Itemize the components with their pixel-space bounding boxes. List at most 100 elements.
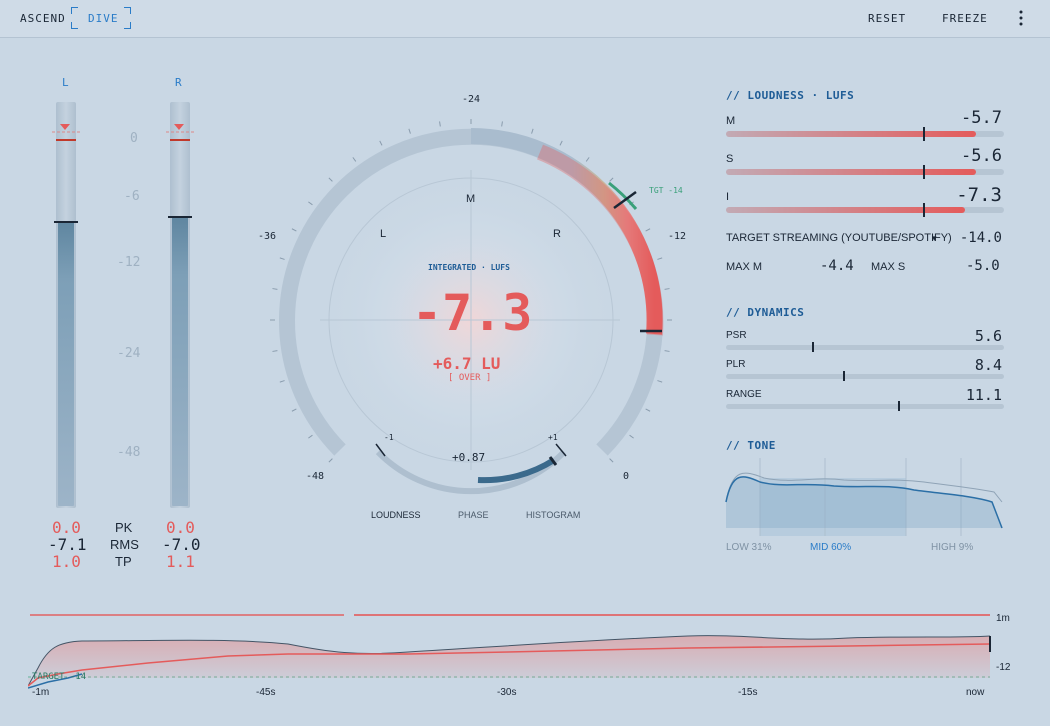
dynamics-row-value: 11.1 (965, 386, 1002, 404)
tone-section-title: // TONE (726, 439, 776, 452)
meter-scale-6: -6 (124, 189, 140, 204)
over-status: [ OVER ] (448, 373, 492, 383)
dive-button[interactable]: DIVE (88, 12, 119, 25)
dial-tick-36: -36 (258, 231, 277, 242)
right-meter-fill (172, 217, 188, 506)
dynamics-row-marker (898, 401, 900, 411)
loudness-row-marker (923, 165, 925, 179)
loudness-dial (270, 119, 672, 495)
ascend-button[interactable]: ASCEND (20, 12, 66, 25)
dial-m-label: M (466, 193, 476, 205)
loudness-row-fill (726, 131, 976, 137)
phase-value: +0.87 (452, 451, 486, 464)
dial-l-label: L (380, 228, 387, 240)
dial-tick-mark (291, 408, 297, 412)
dial-tick-mark (559, 140, 563, 146)
integrated-caption: INTEGRATED · LUFS (428, 263, 510, 272)
dial-tick-mark (657, 380, 663, 383)
meter-scale-24: -24 (117, 346, 141, 361)
dynamics-row-value: 8.4 (974, 356, 1002, 374)
rms-label: RMS (110, 537, 139, 552)
dial-tick-12: -12 (668, 231, 687, 242)
loudness-row-value: -5.7 (961, 108, 1002, 128)
more-vertical-icon[interactable] (1014, 8, 1028, 28)
dial-tick-mark (352, 157, 357, 162)
right-channel-label: R (175, 76, 182, 89)
dial-tick-mark (272, 350, 278, 352)
dial-tick-mark (501, 121, 503, 127)
dynamics-row-marker (812, 342, 814, 352)
left-pk-value: 0.0 (52, 518, 81, 537)
left-rms-value: -7.1 (48, 535, 87, 554)
dynamics-row-bar (726, 404, 1004, 409)
loudness-row-value: -5.6 (961, 146, 1002, 166)
tp-label: TP (115, 554, 132, 569)
dynamics-row-label: PSR (726, 330, 747, 341)
dial-tick-mark (664, 288, 670, 290)
target-select[interactable]: TARGET STREAMING (YOUTUBE/SPOTIFY) ▾ -14… (726, 230, 1006, 246)
history-right-top: 1m (996, 613, 1010, 624)
loudness-section-title: // LOUDNESS · LUFS (726, 89, 855, 102)
tone-high: HIGH 9% (931, 542, 974, 553)
dial-tick-mark (609, 177, 614, 182)
dial-tick-mark (585, 157, 590, 162)
dynamics-row-label: RANGE (726, 389, 762, 400)
tone-low: LOW 31% (726, 542, 772, 553)
max-s-label: MAX S (871, 261, 906, 273)
loudness-history-chart (28, 614, 991, 689)
freeze-button[interactable]: FREEZE (942, 12, 988, 25)
loudness-row-label: S (726, 153, 734, 165)
dynamics-row-value: 5.6 (974, 327, 1002, 345)
history-right-mid: -12 (996, 662, 1011, 673)
loudness-row-marker (923, 203, 925, 217)
max-m-value: -4.4 (820, 258, 854, 274)
tone-spectrum-chart (725, 458, 1003, 536)
dial-tick-mark (272, 288, 278, 290)
target-value: -14.0 (959, 230, 1002, 246)
target-select-label: TARGET STREAMING (YOUTUBE/SPOTIFY) (726, 232, 952, 244)
dial-tick-mark (328, 458, 333, 463)
dial-tick-mark (664, 350, 670, 352)
reset-button[interactable]: RESET (868, 12, 907, 25)
right-pk-value: 0.0 (166, 518, 195, 537)
chevron-down-icon: ▾ (932, 233, 937, 243)
dial-tick-mark (408, 128, 411, 134)
tab-phase[interactable]: PHASE (458, 510, 489, 520)
left-meter-fill (58, 222, 74, 506)
max-m-label: MAX M (726, 261, 763, 273)
dial-tick-0: 0 (623, 471, 630, 482)
pk-label: PK (115, 520, 133, 535)
history-x-now: now (966, 687, 985, 698)
dynamics-section-title: // DYNAMICS (726, 306, 805, 319)
meter-scale-12: -12 (117, 255, 141, 270)
loudness-row-fill (726, 169, 976, 175)
loudness-row-marker (923, 127, 925, 141)
dial-tick-mark (379, 140, 383, 146)
tab-loudness[interactable]: LOUDNESS (371, 510, 421, 520)
top-bar: ASCEND DIVE RESET FREEZE (0, 0, 1050, 38)
right-rms-value: -7.0 (162, 535, 201, 554)
integrated-value: -7.3 (412, 284, 533, 342)
right-tp-value: 1.1 (166, 552, 195, 571)
left-channel-label: L (62, 76, 69, 89)
loudness-row-value: -7.3 (956, 184, 1002, 206)
history-x-1m: -1m (32, 687, 50, 698)
loudness-row-fill (726, 207, 965, 213)
dial-tick-mark (308, 434, 313, 439)
dynamics-row-bar (726, 345, 1004, 350)
loudness-row-label: M (726, 115, 736, 127)
max-s-value: -5.0 (966, 258, 1000, 274)
dial-tick-mark (629, 434, 634, 439)
left-level-meter (56, 102, 76, 508)
dial-tick-mark (279, 380, 285, 383)
history-x-15s: -15s (738, 687, 758, 698)
phase-max-label: +1 (548, 433, 558, 442)
dial-tick-mark (645, 408, 651, 412)
tab-histogram[interactable]: HISTOGRAM (526, 510, 581, 520)
dynamics-row-bar (726, 374, 1004, 379)
tone-mid: MID 60% (810, 542, 852, 553)
dial-r-label: R (553, 228, 561, 240)
left-tp-value: 1.0 (52, 552, 81, 571)
right-level-meter (170, 102, 190, 508)
meter-scale-0: 0 (130, 131, 138, 146)
